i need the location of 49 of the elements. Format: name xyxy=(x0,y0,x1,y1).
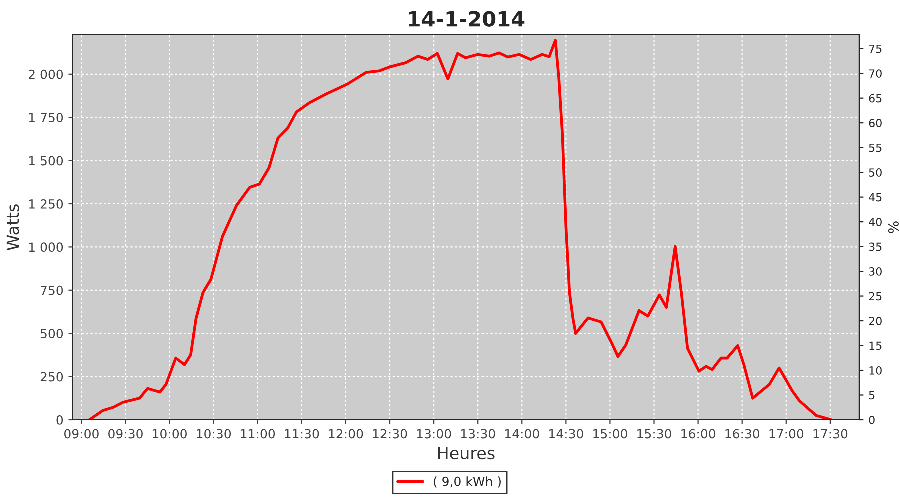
line-series xyxy=(88,39,833,420)
x-tick-label: 16:00 xyxy=(682,429,716,439)
y2-tick-label: 65 xyxy=(869,94,882,103)
y-tick-label: 250 xyxy=(40,372,64,382)
x-tick-label: 14:00 xyxy=(505,429,540,439)
y-tick-label: 1 000 xyxy=(29,242,64,252)
y2-tick-label: 10 xyxy=(870,366,882,375)
y2-tick-label: 5 xyxy=(869,391,875,400)
y-tick-label: 1 250 xyxy=(29,199,64,209)
x-tick-label: 12:30 xyxy=(373,429,408,439)
y2-tick-label: 0 xyxy=(869,416,875,424)
y2-tick-label: 70 xyxy=(869,70,882,78)
x-tick-label: 09:00 xyxy=(64,429,99,439)
y-tick-label: 1 750 xyxy=(29,113,64,123)
legend-label: ( 9,0 kWh ) xyxy=(434,476,501,488)
x-tick-label: 16:30 xyxy=(726,429,760,439)
y2-tick-label: 55 xyxy=(869,144,882,152)
y-tick-label: 500 xyxy=(40,329,64,339)
y2-tick-label: 45 xyxy=(869,193,882,202)
y-tick-label: 1 500 xyxy=(29,156,64,166)
x-tick-label: 17:30 xyxy=(814,429,848,439)
x-tick-label: 11:30 xyxy=(285,429,320,439)
x-tick-label: 11:00 xyxy=(241,429,276,439)
y-tick-label: 750 xyxy=(41,286,64,296)
y2-axis-title: % xyxy=(888,222,899,234)
x-tick-label: 09:30 xyxy=(108,429,143,439)
y-tick-label: 2 000 xyxy=(29,70,64,80)
chart-title: 14-1-2014 xyxy=(409,11,525,27)
y2-tick-label: 50 xyxy=(869,168,882,177)
y2-tick-label: 75 xyxy=(869,44,882,54)
x-tick-label: 10:30 xyxy=(197,429,232,439)
x-axis-title: Heures xyxy=(438,447,495,460)
y2-tick-label: 15 xyxy=(870,342,882,350)
x-tick-label: 15:30 xyxy=(638,429,672,439)
x-tick-label: 15:00 xyxy=(594,429,628,439)
y2-tick-label: 40 xyxy=(869,218,882,226)
x-tick-label: 13:00 xyxy=(417,429,452,439)
y2-tick-label: 25 xyxy=(869,292,882,301)
y-tick-label: 0 xyxy=(56,415,64,425)
x-tick-label: 17:00 xyxy=(770,429,804,439)
x-tick-label: 14:30 xyxy=(550,429,584,439)
y2-tick-label: 60 xyxy=(869,119,882,128)
y2-tick-label: 30 xyxy=(869,268,882,276)
x-tick-label: 13:30 xyxy=(461,429,496,439)
y-axis-title: Watts xyxy=(6,204,20,251)
y2-tick-label: 35 xyxy=(869,242,882,252)
x-tick-label: 10:00 xyxy=(153,429,187,439)
x-tick-label: 12:00 xyxy=(329,429,364,439)
y2-tick-label: 20 xyxy=(869,317,882,326)
